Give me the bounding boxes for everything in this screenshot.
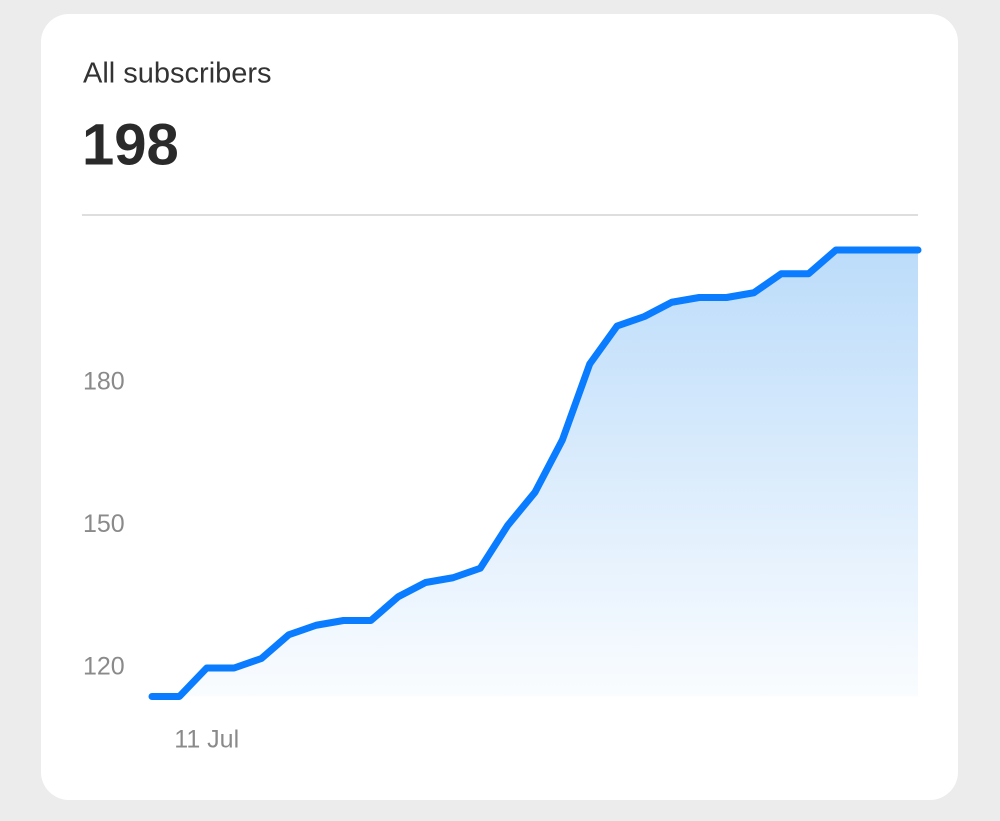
total: 198 <box>82 112 179 177</box>
area-fill <box>152 250 918 697</box>
chart-title: All subscribers <box>83 58 272 90</box>
y-tick-label: 150 <box>83 510 125 538</box>
x-tick-label: 11 Jul <box>174 726 239 754</box>
line <box>148 246 922 700</box>
y-tick-label: 120 <box>83 653 125 681</box>
y-tick-label: 180 <box>83 368 125 396</box>
